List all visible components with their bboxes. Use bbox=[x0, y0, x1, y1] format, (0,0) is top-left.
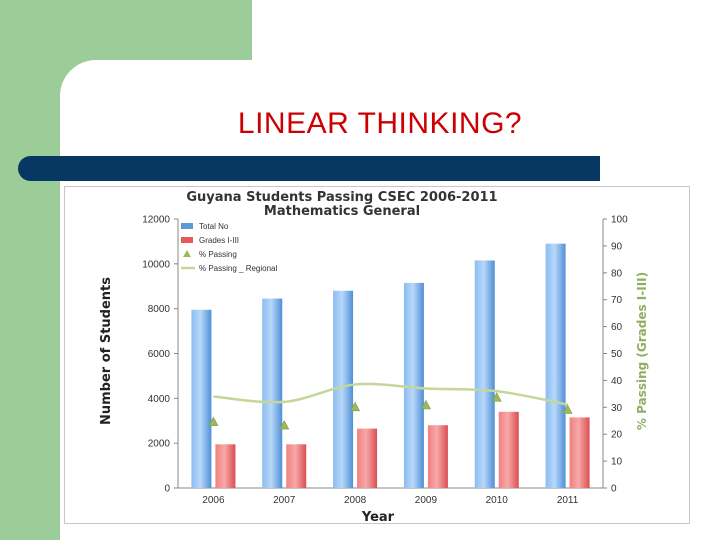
x-tick-label: 2009 bbox=[415, 495, 438, 506]
bar-total-no bbox=[333, 290, 354, 488]
y2-tick-label: 20 bbox=[611, 430, 623, 441]
y-axis-label: Number of Students bbox=[99, 277, 114, 425]
y-tick-label: 6000 bbox=[148, 349, 171, 360]
marker-pct-passing bbox=[350, 401, 361, 412]
bar-total-no bbox=[545, 243, 566, 488]
bar-grades-i-iii bbox=[498, 411, 519, 488]
chart-title: Guyana Students Passing CSEC 2006-2011 bbox=[186, 190, 497, 205]
marker-pct-passing bbox=[208, 416, 219, 426]
legend-label: Grades I-III bbox=[199, 236, 239, 245]
legend-swatch bbox=[181, 237, 193, 243]
y-tick-label: 4000 bbox=[148, 394, 171, 405]
x-tick-label: 2010 bbox=[486, 495, 509, 506]
bar-grades-i-iii bbox=[286, 444, 307, 488]
y2-tick-label: 100 bbox=[611, 215, 628, 226]
chart-subtitle: Mathematics General bbox=[264, 204, 420, 219]
bar-total-no bbox=[262, 298, 283, 488]
chart-svg: Guyana Students Passing CSEC 2006-2011 M… bbox=[99, 190, 649, 525]
x-tick-label: 2006 bbox=[202, 495, 225, 506]
title-underline-bar bbox=[18, 156, 600, 181]
y-tick-label: 10000 bbox=[142, 259, 170, 270]
legend-label: Total No bbox=[199, 222, 229, 231]
y2-tick-label: 70 bbox=[611, 295, 623, 306]
plot-area: 0 2000 4000 6000 8000 10000 12000 0 10 20 30 40 50 60… bbox=[142, 215, 628, 507]
legend-label: % Passing bbox=[199, 250, 237, 259]
legend-label: % Passing _ Regional bbox=[199, 264, 277, 273]
y2-tick-label: 30 bbox=[611, 403, 623, 414]
marker-pct-passing bbox=[420, 399, 431, 410]
slide-title: LINEAR THINKING? bbox=[237, 107, 523, 140]
legend-swatch bbox=[181, 223, 193, 229]
bar-total-no bbox=[191, 309, 212, 488]
y2-tick-label: 0 bbox=[611, 484, 617, 495]
chart-frame: Guyana Students Passing CSEC 2006-2011 M… bbox=[64, 186, 690, 525]
bar-grades-i-iii bbox=[357, 428, 378, 488]
x-tick-label: 2008 bbox=[344, 495, 367, 506]
line-pct-passing-regional bbox=[213, 382, 568, 406]
y2-tick-label: 60 bbox=[611, 322, 623, 333]
bar-grades-i-iii bbox=[215, 444, 236, 488]
y-tick-label: 12000 bbox=[142, 215, 170, 226]
bar-total-no bbox=[474, 260, 495, 488]
y-tick-label: 0 bbox=[164, 484, 170, 495]
y-tick-label: 8000 bbox=[148, 304, 171, 315]
bar-total-no bbox=[403, 282, 424, 488]
marker-pct-passing bbox=[562, 404, 573, 414]
x-axis-label: Year bbox=[361, 510, 395, 525]
x-tick-label: 2007 bbox=[273, 495, 296, 506]
legend-swatch bbox=[183, 250, 191, 257]
bar-grades-i-iii bbox=[569, 417, 590, 488]
y2-axis-label: % Passing (Grades I-III) bbox=[635, 272, 649, 430]
marker-pct-passing bbox=[279, 419, 290, 430]
y2-tick-label: 50 bbox=[611, 349, 623, 360]
y2-tick-label: 90 bbox=[611, 241, 623, 252]
y-tick-label: 2000 bbox=[148, 439, 171, 450]
y2-tick-label: 80 bbox=[611, 268, 623, 279]
bar-grades-i-iii bbox=[427, 425, 448, 488]
x-tick-label: 2011 bbox=[557, 495, 579, 506]
y2-tick-label: 10 bbox=[611, 457, 623, 468]
marker-pct-passing bbox=[491, 392, 502, 402]
y2-tick-label: 40 bbox=[611, 376, 623, 387]
